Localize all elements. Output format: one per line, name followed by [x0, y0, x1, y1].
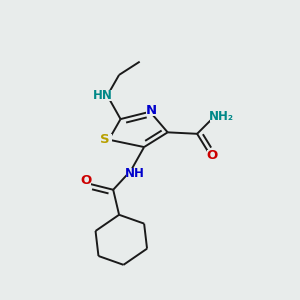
Bar [207, 150, 217, 161]
Bar [99, 134, 112, 146]
Bar [81, 175, 91, 187]
Text: HN: HN [93, 89, 113, 102]
Bar [126, 168, 142, 179]
Text: N: N [146, 104, 157, 117]
Text: S: S [100, 133, 110, 146]
Bar [210, 110, 232, 122]
Text: O: O [206, 149, 218, 162]
Text: O: O [80, 174, 92, 188]
Text: NH₂: NH₂ [209, 110, 234, 123]
Bar [146, 105, 157, 116]
Bar [94, 90, 112, 101]
Text: NH: NH [124, 167, 144, 180]
